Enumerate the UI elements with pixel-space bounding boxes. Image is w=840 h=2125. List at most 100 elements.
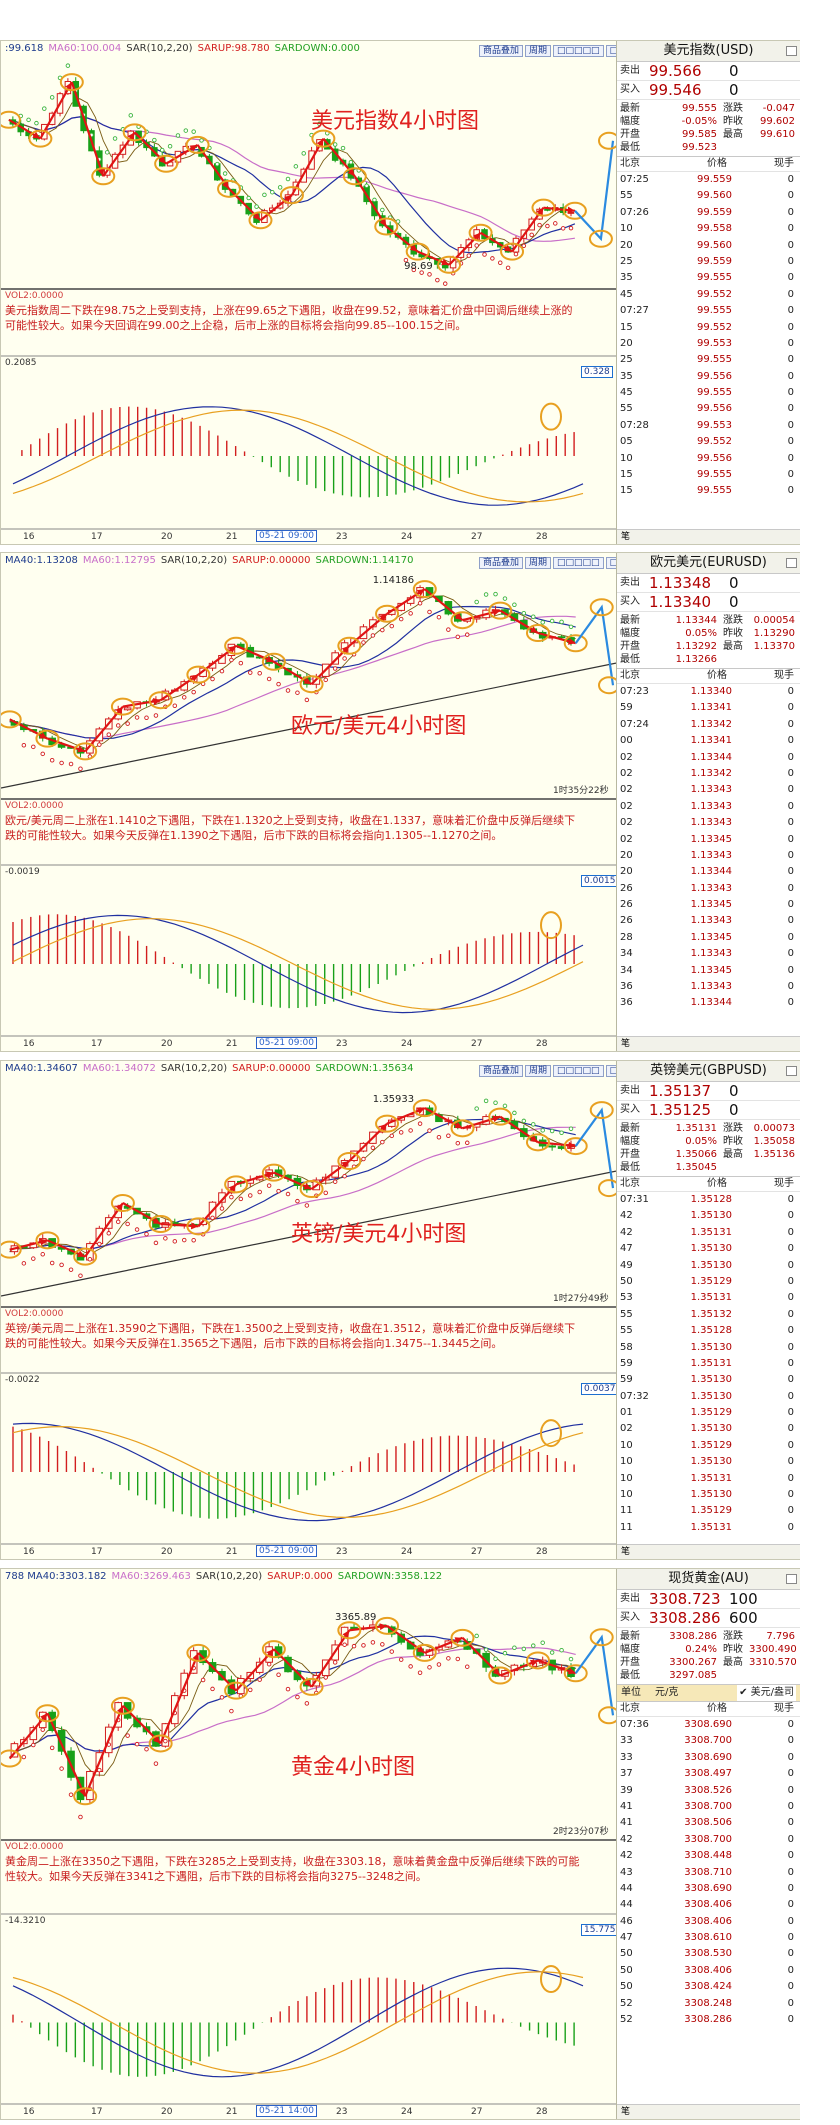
trend-arrowhead (303, 1182, 312, 1190)
sar-dot (181, 695, 187, 700)
instrument-name: 欧元美元(EURUSD) (650, 555, 767, 570)
sar-dot (568, 225, 574, 231)
footer-tab[interactable]: 笔 (621, 1547, 631, 1557)
footer-tab[interactable]: 笔 (621, 532, 631, 542)
sell-price: 99.566 (649, 62, 702, 80)
sar-dot (498, 260, 503, 266)
x-tick-label: 27 (471, 2107, 483, 2117)
tick-cell: 1.13345 (690, 964, 732, 976)
toolbar-button[interactable]: 周期 (525, 45, 552, 57)
tick-cell: 0 (787, 321, 794, 333)
trend-arrowhead (567, 1667, 576, 1675)
sar-dot (128, 113, 134, 118)
indicator-value: MA40:1.34607 (5, 1063, 78, 1074)
toolbar-button[interactable]: 商品叠加 (479, 45, 524, 57)
tick-row: 25 99.559 0 (617, 254, 800, 270)
sell-quantity: 0 (729, 1082, 739, 1100)
trend-arrowhead (379, 1123, 388, 1132)
tick-row: 55 1.35132 0 (617, 1307, 800, 1323)
trend-arrow (197, 644, 237, 676)
sell-row[interactable]: 卖出 99.566 0 (617, 62, 800, 81)
x-tick-label: 16 (23, 1039, 35, 1049)
tick-header-cell: 北京 (620, 1703, 640, 1714)
chart-area[interactable]: MA40:1.34607 MA60:1.34072 SAR(10,2,20) SARU… (1, 1061, 625, 1561)
buy-row[interactable]: 买入 1.13340 0 (617, 593, 800, 612)
pivot-circle (375, 1114, 400, 1133)
toolbar-button[interactable]: □□□□□ (553, 557, 604, 569)
sar-dot (490, 256, 495, 261)
pivot-circle (261, 1640, 286, 1659)
sell-row[interactable]: 卖出 1.13348 0 (617, 574, 800, 593)
toolbar-button[interactable]: 商品叠加 (479, 557, 524, 569)
window-icon[interactable] (786, 558, 797, 568)
trend-arrowhead (342, 1630, 350, 1639)
buy-row[interactable]: 买入 1.35125 0 (617, 1101, 800, 1120)
pivot-circle (73, 1787, 98, 1806)
toolbar-button[interactable]: 周期 (525, 1065, 552, 1077)
sar-dot (26, 117, 31, 123)
tick-cell: 59 (620, 1357, 633, 1369)
ma-fast-line (9, 605, 576, 740)
tick-cell: 99.552 (697, 288, 732, 300)
tick-cell: 0 (787, 223, 794, 235)
sell-label: 卖出 (620, 577, 640, 588)
sar-dot (411, 267, 417, 273)
sar-dot (191, 129, 196, 134)
window-icon[interactable] (786, 1066, 797, 1076)
x-tick-label: 05-21 09:00 (256, 1037, 317, 1049)
unit-option[interactable]: 单位 (621, 1687, 641, 1698)
footer-tab[interactable]: 笔 (621, 1039, 631, 1049)
tick-header-cell: 价格 (707, 1703, 727, 1714)
tick-cell: 0 (787, 915, 794, 927)
sar-dot (482, 252, 487, 257)
projection-circle (589, 1101, 614, 1120)
tick-cell: 0 (787, 1719, 794, 1730)
sell-row[interactable]: 卖出 3308.723 100 (617, 1590, 800, 1609)
window-icon[interactable] (786, 1574, 797, 1584)
footer-tab[interactable]: 笔 (621, 2107, 631, 2117)
sar-dot (342, 656, 347, 661)
sar-dot (78, 1814, 83, 1820)
chart-area[interactable]: :99.618 MA60:100.004 SAR(10,2,20) SARUP:98.… (1, 41, 623, 546)
sar-dot (521, 243, 527, 249)
window-icon[interactable] (786, 46, 797, 56)
sar-dot (537, 222, 542, 228)
toolbar-button[interactable]: 商品叠加 (479, 1065, 524, 1077)
tick-row: 10 1.35129 0 (617, 1438, 800, 1454)
tick-row: 34 1.13343 0 (617, 946, 800, 962)
unit-option[interactable]: 元/克 (655, 1687, 679, 1698)
buy-row[interactable]: 买入 99.546 0 (617, 81, 800, 100)
unit-option[interactable]: ✔ 美元/盎司 (737, 1685, 796, 1701)
trend-arrowhead (454, 1637, 463, 1644)
sar-dot (370, 1640, 376, 1645)
sar-dot (68, 1267, 74, 1272)
tick-cell: 1.35130 (690, 1423, 732, 1435)
chart-area[interactable]: 788 MA40:3303.182 MA60:3269.463 SAR(10,2,2… (1, 1569, 619, 2121)
unit-selector[interactable]: 单位 元/克 ✔ 美元/盎司 (617, 1685, 800, 1702)
tick-row: 20 1.13344 0 (617, 864, 800, 880)
tick-cell: 3308.286 (684, 2014, 732, 2026)
tick-cell: 0 (787, 833, 794, 845)
sar-dot (40, 1727, 45, 1732)
sar-dot (332, 1660, 338, 1665)
indicator-value: SAR(10,2,20) (160, 1063, 228, 1074)
indicator-value: 788 MA40:3303.182 (5, 1571, 107, 1582)
tick-cell: 26 (620, 899, 633, 911)
sar-dot (427, 609, 432, 615)
trend-arrowhead (409, 244, 418, 252)
sell-row[interactable]: 卖出 1.35137 0 (617, 1082, 800, 1101)
pivot-circle (563, 634, 588, 653)
buy-row[interactable]: 买入 3308.286 600 (617, 1609, 800, 1628)
chart-area[interactable]: MA40:1.13208 MA60:1.12795 SAR(10,2,20) SARU… (1, 553, 625, 1053)
x-tick-label: 20 (161, 532, 173, 542)
trend-arrow (228, 188, 262, 222)
chart-title: 黄金4小时图 (291, 1755, 415, 1780)
toolbar-button[interactable]: □□□□□ (553, 1065, 604, 1077)
tick-cell: 45 (620, 387, 633, 399)
trend-arrowhead (222, 180, 230, 189)
toolbar-button[interactable]: 周期 (525, 557, 552, 569)
trend-arrow (353, 175, 388, 228)
toolbar-button[interactable]: □□□□□ (553, 45, 604, 57)
x-tick-label: 17 (91, 1039, 103, 1049)
stat-cell: 0.00073 (753, 1123, 795, 1134)
